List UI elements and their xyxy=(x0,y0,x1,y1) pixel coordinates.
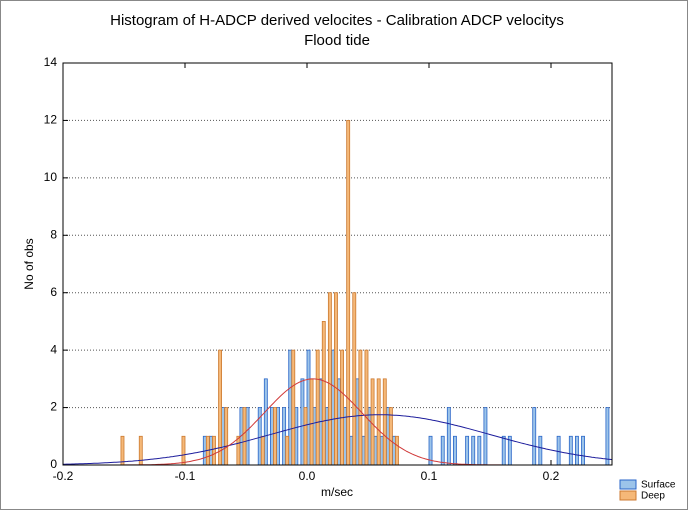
histogram-bar xyxy=(364,349,369,466)
histogram-bar xyxy=(379,435,384,466)
histogram-bar xyxy=(337,378,341,466)
histogram-bar xyxy=(501,435,506,466)
histogram-bar xyxy=(556,435,561,466)
histogram-bar xyxy=(568,435,573,466)
plot-frame xyxy=(62,62,613,466)
histogram-bar xyxy=(324,407,329,466)
histogram-bar xyxy=(269,407,274,466)
histogram-bar xyxy=(273,407,277,466)
histogram-bar xyxy=(477,435,482,466)
histogram-bar xyxy=(346,120,351,466)
histogram-bar xyxy=(385,407,390,466)
histogram-bar xyxy=(236,435,241,466)
y-tick-label: 14 xyxy=(44,55,58,69)
histogram-bar xyxy=(312,407,317,466)
histogram-bar xyxy=(395,435,399,466)
histogram-bar xyxy=(321,321,326,466)
legend-label: Deep xyxy=(641,491,665,502)
histogram-bar xyxy=(120,435,125,466)
histogram-bar xyxy=(471,435,476,466)
x-axis-label: m/sec xyxy=(321,485,353,499)
histogram-bar xyxy=(294,407,299,466)
histogram-bar xyxy=(367,407,372,466)
x-tick-label: 0.2 xyxy=(543,469,560,483)
y-tick-label: 2 xyxy=(50,400,57,414)
histogram-bar xyxy=(306,349,311,466)
histogram-bar xyxy=(605,407,610,466)
histogram-bar xyxy=(276,407,280,466)
y-axis-label: No of obs xyxy=(22,238,36,289)
histogram-bar xyxy=(376,378,381,466)
legend-swatch xyxy=(619,479,637,490)
y-tick-label: 8 xyxy=(50,227,57,241)
histogram-bar xyxy=(575,435,579,466)
y-tick-label: 0 xyxy=(50,457,57,471)
histogram-bar xyxy=(208,435,213,466)
histogram-bar xyxy=(263,378,268,466)
histogram-bar xyxy=(465,435,470,466)
legend-label: Surface xyxy=(641,480,676,491)
histogram-bar xyxy=(260,435,265,466)
histogram-bar xyxy=(382,378,387,466)
histogram-bar xyxy=(224,407,229,466)
histogram-bar xyxy=(391,435,396,466)
histogram-bar xyxy=(291,349,296,466)
x-tick-label: -0.1 xyxy=(175,469,196,483)
y-tick-label: 12 xyxy=(44,113,58,127)
histogram-bar xyxy=(581,435,585,466)
histogram-bar xyxy=(315,349,320,466)
histogram-bar xyxy=(181,435,186,466)
histogram-bar xyxy=(349,435,354,466)
histogram-bar xyxy=(300,378,305,466)
histogram-bar xyxy=(327,292,332,466)
histogram-bar xyxy=(221,407,226,466)
histogram-bar xyxy=(340,349,344,466)
histogram-bar xyxy=(282,407,287,466)
histogram-bar xyxy=(355,378,360,466)
histogram-bar xyxy=(212,435,216,466)
x-tick-label: 0.0 xyxy=(299,469,316,483)
histogram-bar xyxy=(245,407,250,466)
histogram-bar xyxy=(373,435,378,466)
histogram-bar xyxy=(358,349,363,466)
x-tick-label: 0.1 xyxy=(421,469,438,483)
histogram-bar xyxy=(446,407,451,466)
histogram-bar xyxy=(334,292,338,466)
histogram-bar xyxy=(538,435,543,466)
histogram-bar xyxy=(303,407,308,466)
x-tick-label: -0.2 xyxy=(53,469,74,483)
histogram-bar xyxy=(309,378,314,466)
histogram-bar xyxy=(343,407,348,466)
histogram-bar xyxy=(352,292,357,466)
y-tick-label: 10 xyxy=(44,170,58,184)
legend-swatch xyxy=(619,490,637,501)
histogram-bar xyxy=(388,407,393,466)
fit-curve xyxy=(63,414,613,465)
histogram-bar xyxy=(242,407,247,466)
histogram-bar xyxy=(370,378,375,466)
chart-subtitle: Flood tide xyxy=(304,32,370,49)
y-tick-label: 4 xyxy=(50,342,57,356)
histogram-bar xyxy=(532,407,537,466)
histogram-bar xyxy=(288,349,293,466)
histogram-bar xyxy=(285,435,290,466)
histogram-bar xyxy=(483,407,488,466)
y-tick-label: 6 xyxy=(50,285,57,299)
histogram-bar xyxy=(361,435,366,466)
histogram-bar xyxy=(330,349,335,466)
histogram-bar xyxy=(452,435,457,466)
histogram-bar xyxy=(440,435,445,466)
chart-title: Histogram of H-ADCP derived velocites - … xyxy=(110,12,564,29)
